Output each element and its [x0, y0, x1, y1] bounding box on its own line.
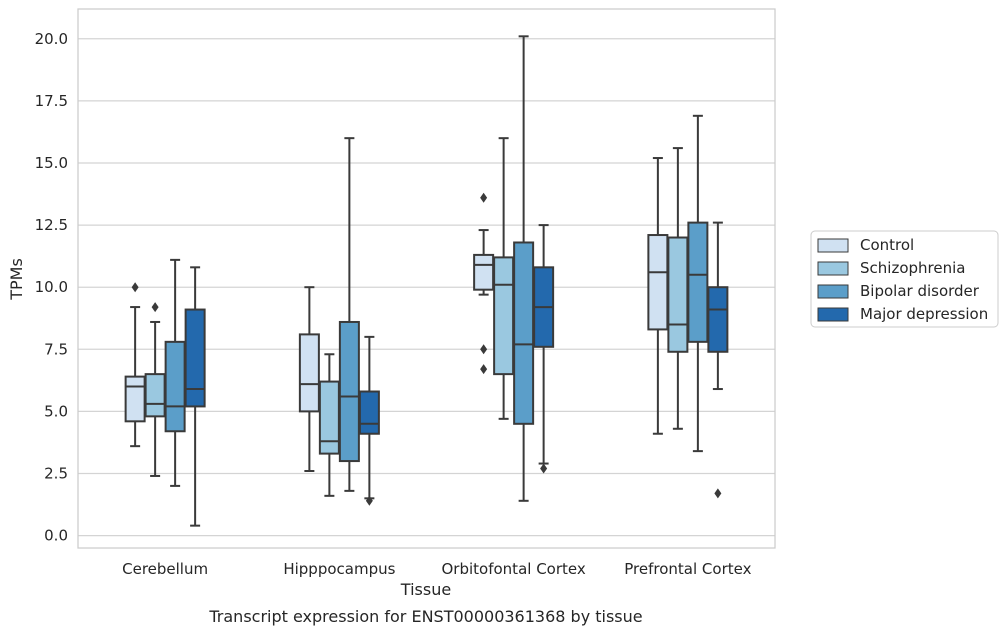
legend-label: Major depression	[860, 305, 988, 323]
legend-swatch	[817, 284, 849, 299]
x-tick-label: Prefrontal Cortex	[624, 560, 751, 578]
box	[647, 157, 669, 435]
box	[667, 147, 689, 430]
box	[358, 335, 380, 506]
series-bipolar-disorder	[164, 35, 709, 502]
outlier-point	[480, 192, 488, 203]
legend-label: Bipolar disorder	[860, 282, 980, 300]
box	[533, 224, 555, 474]
chart-caption: Transcript expression for ENST0000036136…	[208, 607, 642, 626]
box	[707, 221, 729, 499]
outlier-point	[131, 282, 139, 293]
x-tick-label: Cerebellum	[122, 560, 208, 578]
box	[473, 192, 495, 375]
outlier-point	[540, 463, 548, 474]
legend-frame	[810, 230, 999, 328]
box-rect	[318, 380, 340, 455]
box-rect	[124, 375, 146, 423]
plot-area	[77, 8, 776, 549]
box	[687, 114, 709, 453]
legend-swatch	[817, 261, 849, 276]
legend-label: Control	[860, 236, 914, 254]
y-tick-label: 10.0	[35, 278, 68, 296]
box	[144, 302, 166, 477]
y-tick-label: 2.5	[44, 464, 68, 482]
y-tick-label: 12.5	[35, 216, 68, 234]
y-tick-label: 5.0	[44, 402, 68, 420]
box-rect	[647, 234, 669, 331]
outlier-point	[714, 488, 722, 499]
outlier-point	[151, 302, 159, 313]
box-rect	[298, 333, 320, 413]
box-rect	[358, 390, 380, 435]
x-tick-label: Hipppocampus	[283, 560, 395, 578]
box-rect	[667, 236, 689, 353]
y-tick-label: 17.5	[35, 92, 68, 110]
x-tick-label: Orbitofontal Cortex	[442, 560, 586, 578]
y-tick-label: 7.5	[44, 340, 68, 358]
y-axis-label: TPMs	[7, 258, 26, 301]
box	[318, 353, 340, 497]
box-series	[124, 35, 729, 527]
y-tick-label: 15.0	[35, 154, 68, 172]
series-schizophrenia	[144, 137, 689, 497]
box	[513, 35, 535, 502]
outlier-point	[480, 364, 488, 375]
outlier-point	[480, 344, 488, 355]
box	[338, 137, 360, 492]
legend-swatch	[817, 238, 849, 253]
outlier-point	[365, 495, 373, 506]
x-axis-ticks: Cerebellum Hipppocampus Orbitofontal Corte…	[122, 560, 751, 578]
series-major-depression	[184, 221, 729, 527]
y-tick-label: 20.0	[35, 30, 68, 48]
box-rect	[707, 286, 729, 353]
legend-label: Schizophrenia	[860, 259, 965, 277]
box-rect	[513, 241, 535, 425]
box-rect	[493, 256, 515, 376]
box	[493, 137, 515, 420]
series-control	[124, 157, 669, 472]
box	[124, 282, 146, 448]
box-rect	[473, 253, 495, 291]
box	[298, 286, 320, 472]
y-axis-ticks: 0.0 2.5 5.0 7.5 10.0 12.5 15.0 17.5 20.0	[35, 30, 68, 545]
box-rect	[164, 340, 186, 433]
box-rect	[184, 308, 206, 408]
box	[164, 258, 186, 487]
legend: Control Schizophrenia Bipolar disorder Majo…	[810, 230, 999, 328]
y-tick-label: 0.0	[44, 527, 68, 545]
box-rect	[687, 221, 709, 343]
box-rect	[338, 320, 360, 463]
box	[184, 266, 206, 527]
legend-swatch	[817, 307, 849, 322]
box-rect	[144, 373, 166, 418]
x-axis-label: Tissue	[400, 580, 451, 599]
